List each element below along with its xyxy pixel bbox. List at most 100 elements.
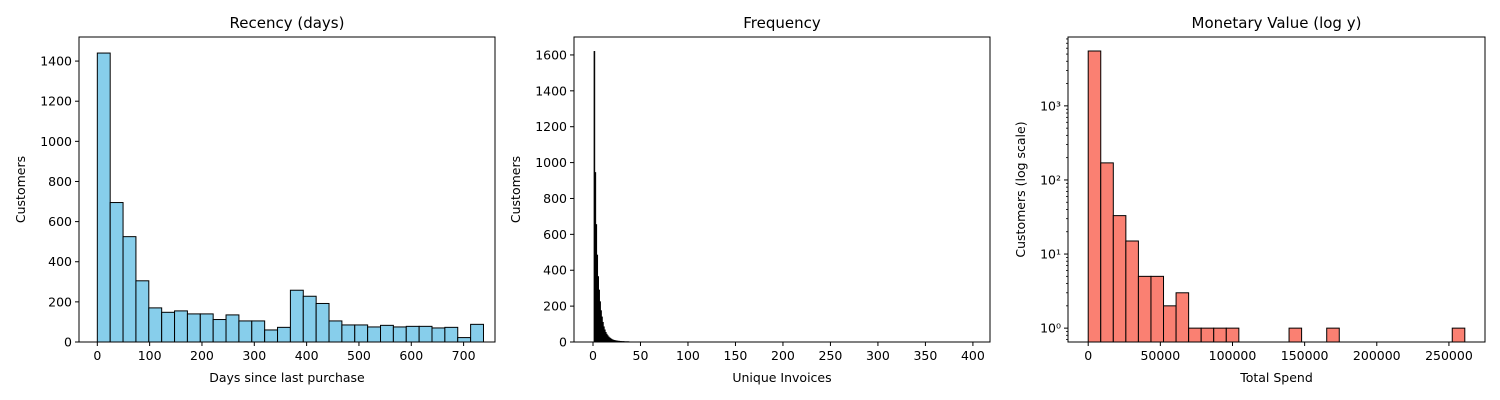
x-tick-label: 250 — [819, 348, 843, 363]
bar — [122, 236, 137, 343]
bar — [341, 324, 356, 343]
bar — [367, 326, 382, 343]
y-tick-label: 0 — [64, 335, 72, 350]
bar — [354, 324, 369, 343]
bar — [470, 323, 484, 343]
bar — [328, 320, 343, 343]
y-tick-label: 200 — [543, 299, 567, 314]
x-tick-label: 100000 — [1209, 348, 1257, 363]
y-tick-label: 10² — [1040, 172, 1061, 187]
bar — [238, 320, 253, 343]
bar — [264, 329, 279, 343]
x-tick-label: 200000 — [1353, 348, 1401, 363]
bar — [380, 324, 394, 343]
chart-title: Frequency — [743, 14, 821, 32]
y-tick-label: 400 — [543, 263, 567, 278]
x-tick-label: 400 — [961, 348, 985, 363]
x-tick-label: 100 — [676, 348, 700, 363]
x-tick-label: 300 — [242, 348, 266, 363]
y-axis-label: Customers — [508, 156, 523, 223]
y-tick-label: 600 — [543, 227, 567, 242]
bar — [302, 295, 317, 343]
y-tick-label: 1400 — [535, 83, 567, 98]
bar — [1125, 240, 1139, 343]
x-tick-label: 500 — [347, 348, 371, 363]
bar — [251, 320, 266, 343]
y-tick-label: 1000 — [535, 155, 567, 170]
y-tick-label: 1000 — [40, 134, 72, 149]
y-axis-label: Customers — [13, 156, 28, 223]
y-tick-label: 0 — [559, 335, 567, 350]
bar — [199, 313, 214, 343]
chart-panel-3: 0 50000 100000 150000 200000 250000 10⁰ 10¹ 10² 1… — [1013, 14, 1486, 385]
x-tick-label: 350 — [913, 348, 937, 363]
x-tick-label: 700 — [452, 348, 476, 363]
chart-panel-2: 0 50 100 150 200 250 300 350 400 0 200 400 600 800 100… — [508, 14, 991, 385]
y-tick-label: 800 — [48, 174, 72, 189]
y-tick-label: 10³ — [1040, 98, 1061, 113]
y-tick-label: 800 — [543, 191, 567, 206]
y-tick-label: 10¹ — [1040, 247, 1061, 262]
y-tick-label: 1200 — [535, 119, 567, 134]
bar — [418, 325, 433, 343]
x-tick-label: 150 — [724, 348, 748, 363]
bar — [1213, 327, 1227, 343]
bar — [1225, 327, 1240, 343]
x-axis-label: Unique Invoices — [732, 370, 831, 385]
x-tick-label: 50 — [633, 348, 649, 363]
y-tick-label: 600 — [48, 214, 72, 229]
bar — [1326, 327, 1340, 343]
chart-panel-1: 0 100 200 300 400 500 600 700 0 200 400 600 800 1000 1… — [13, 14, 496, 385]
bar — [96, 52, 111, 343]
axes-frame — [78, 36, 496, 343]
x-tick-label: 200 — [190, 348, 214, 363]
y-tick-label: 200 — [48, 294, 72, 309]
bar — [405, 325, 420, 343]
axes-frame — [573, 36, 991, 343]
y-axis-label: Customers (log scale) — [1013, 121, 1028, 257]
bar — [135, 280, 150, 343]
y-tick-label: 10⁰ — [1040, 321, 1061, 336]
chart-title: Monetary Value (log y) — [1192, 14, 1362, 32]
bar — [1188, 327, 1202, 343]
x-tick-label: 200 — [771, 348, 795, 363]
y-tick-label: 400 — [48, 254, 72, 269]
bar — [457, 337, 472, 343]
x-tick-label: 0 — [93, 348, 101, 363]
x-tick-label: 100 — [138, 348, 162, 363]
bar — [1163, 305, 1177, 343]
bar — [1175, 292, 1190, 343]
y-tick-label: 1600 — [535, 47, 567, 62]
bar — [1100, 162, 1114, 343]
x-tick-label: 0 — [589, 348, 597, 363]
x-tick-label: 600 — [399, 348, 423, 363]
bar — [109, 202, 124, 343]
x-tick-label: 50000 — [1140, 348, 1180, 363]
x-tick-label: 150000 — [1281, 348, 1329, 363]
axes-frame — [1067, 36, 1486, 343]
bar — [1200, 327, 1215, 343]
bar — [1137, 275, 1152, 343]
x-axis-label: Days since last purchase — [209, 370, 365, 385]
bar — [444, 326, 459, 343]
bar — [289, 289, 304, 343]
bar — [1451, 327, 1466, 343]
bar — [225, 314, 240, 343]
bar — [431, 327, 446, 343]
y-tick-label: 1200 — [40, 94, 72, 109]
bar — [174, 310, 188, 343]
bar — [277, 326, 291, 343]
bar — [186, 313, 201, 343]
bar — [392, 326, 407, 343]
bar — [1288, 327, 1303, 343]
bar — [1112, 215, 1127, 343]
bar — [148, 307, 163, 343]
x-tick-label: 0 — [1084, 348, 1092, 363]
bar — [161, 311, 176, 343]
bar — [315, 302, 330, 343]
x-tick-label: 250000 — [1425, 348, 1473, 363]
bar — [1087, 50, 1102, 343]
x-tick-label: 300 — [866, 348, 890, 363]
y-tick-label: 1400 — [40, 54, 72, 69]
